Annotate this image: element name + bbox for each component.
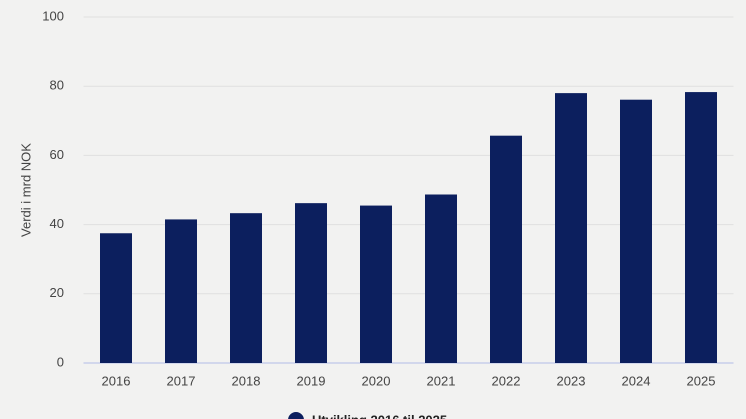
y-tick-label: 40: [50, 216, 64, 231]
bar: [295, 203, 327, 363]
y-tick-label: 100: [42, 8, 64, 23]
bar: [165, 219, 197, 363]
x-tick-label: 2022: [492, 373, 521, 388]
legend-marker: [288, 412, 304, 419]
bar: [230, 213, 262, 363]
x-tick-label: 2018: [232, 373, 261, 388]
y-tick-label: 20: [50, 285, 64, 300]
x-tick-label: 2017: [167, 373, 196, 388]
x-tick-label: 2019: [297, 373, 326, 388]
x-tick-label: 2021: [427, 373, 456, 388]
x-tick-label: 2023: [557, 373, 586, 388]
bar: [490, 135, 522, 363]
bar: [100, 233, 132, 363]
bar: [425, 194, 457, 363]
bar: [555, 93, 587, 364]
x-tick-label: 2016: [102, 373, 131, 388]
bar: [360, 205, 392, 363]
x-tick-label: 2020: [362, 373, 391, 388]
y-tick-label: 0: [57, 354, 64, 369]
y-tick-label: 60: [50, 147, 64, 162]
legend-label: Utvikling 2016 til 2025: [312, 412, 447, 419]
bar: [620, 99, 652, 363]
x-tick-label: 2024: [622, 373, 651, 388]
y-axis-label: Verdi i mrd NOK: [18, 143, 33, 237]
x-tick-label: 2025: [687, 373, 716, 388]
bar: [685, 92, 717, 363]
y-tick-label: 80: [50, 78, 64, 93]
